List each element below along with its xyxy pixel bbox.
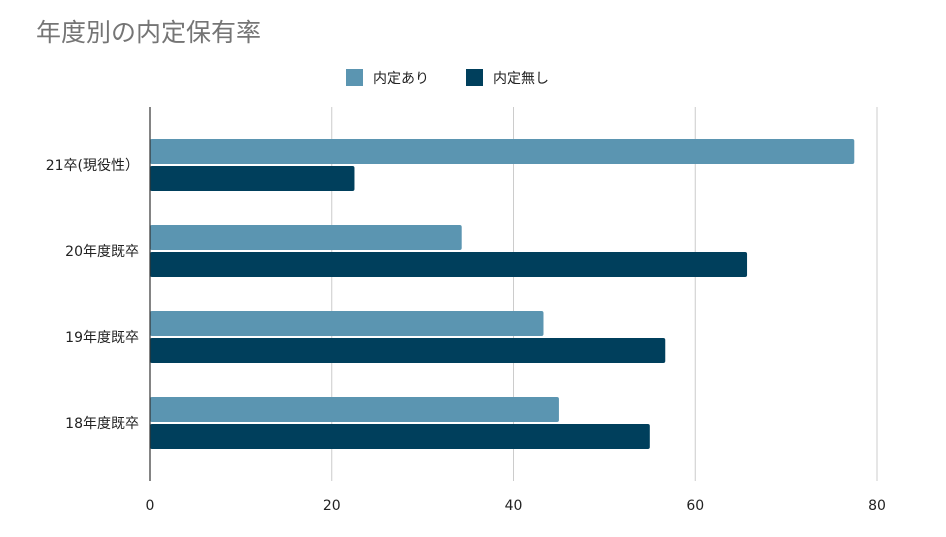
category-label: 19年度既卒 <box>65 330 139 346</box>
bar-series-2 <box>150 424 650 449</box>
x-tick-label: 0 <box>146 498 155 514</box>
chart-title: 年度別の内定保有率 <box>36 18 261 47</box>
x-tick-label: 80 <box>868 498 886 514</box>
bar-series-2 <box>150 166 355 191</box>
category-label: 18年度既卒 <box>65 416 139 432</box>
legend-swatch-series-1 <box>346 69 363 86</box>
bar-series-2 <box>150 252 748 277</box>
category-label: 20年度既卒 <box>65 244 139 260</box>
x-tick-label: 60 <box>686 498 704 514</box>
x-tick-label: 40 <box>505 498 523 514</box>
x-tick-labels: 0 20 40 60 80 <box>146 498 886 514</box>
bar-series-1 <box>150 139 855 164</box>
bar-series-1 <box>150 397 559 422</box>
legend-label-series-2: 内定無し <box>493 71 549 87</box>
legend-label-series-1: 内定あり <box>373 71 429 87</box>
bar-series-1 <box>150 311 544 336</box>
bars <box>150 139 855 449</box>
legend: 内定あり 内定無し <box>346 69 549 87</box>
bar-series-2 <box>150 338 666 363</box>
bar-series-1 <box>150 225 462 250</box>
category-labels: 21卒(現役性） 20年度既卒 19年度既卒 18年度既卒 <box>46 158 139 432</box>
x-tick-label: 20 <box>323 498 341 514</box>
category-label: 21卒(現役性） <box>46 158 139 174</box>
legend-swatch-series-2 <box>466 69 483 86</box>
